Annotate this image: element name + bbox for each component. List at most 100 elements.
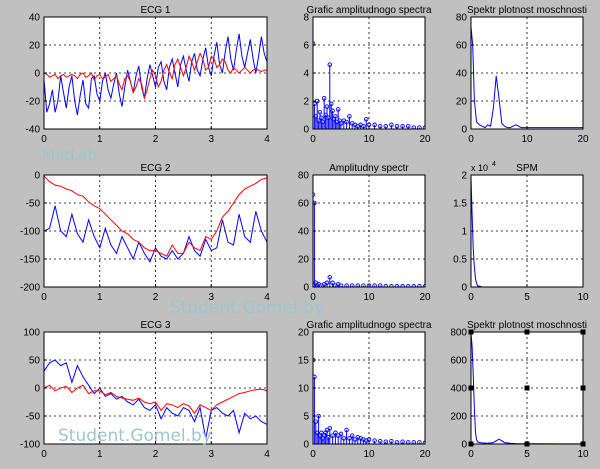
y-tick-label: 0 [303,283,309,294]
stem-marker [321,95,327,101]
stem-marker [317,109,323,115]
stem-marker [389,284,394,287]
x-tick-label: 20 [419,134,431,145]
y-tick-label: 0 [461,283,467,294]
stem-marker [313,101,317,107]
y-tick-label: -100 [20,227,40,238]
stem-marker [319,115,324,121]
chart-title: ECG 1 [140,5,170,16]
stem-marker [344,119,349,125]
y-tick-label: 10 [298,384,310,395]
stem-marker [324,280,330,286]
series-line-1 [44,33,267,116]
stem-marker [347,436,352,441]
y-tick-label: -150 [20,255,40,266]
chart-title: Spektr plotnost moschnosti [467,320,587,331]
stem-marker [347,114,352,119]
stem-marker [338,283,344,287]
x-tick-label: 0 [41,292,47,303]
y-tick-label: 1 [461,227,467,238]
y-tick-label: 0 [461,440,467,451]
stem-marker [405,284,411,287]
y-tick-label: 200 [450,412,467,423]
stem-marker [422,440,425,444]
stem-marker [313,374,317,380]
stem-marker [411,284,417,287]
y-tick-label: 0 [34,384,40,395]
chart-title: Amplitudny spectr [329,163,409,174]
stem-marker [316,413,321,419]
y-tick-label: 100 [23,328,40,339]
stem-marker [405,440,411,444]
stem-marker [330,108,335,114]
x-tick-label: 20 [419,449,431,460]
x-tick-label: 3 [208,292,214,303]
y-tick-label: 8 [303,13,309,24]
stem-marker [344,283,349,287]
stem-marker [372,438,377,443]
stem-marker [400,284,405,287]
chart-5: 0 10 20 0 20 40 60 80 Amplitudny spectr [298,163,431,303]
chart-title: Grafic amplitudnogo spectra [306,320,432,331]
y-tick-label: 5 [303,412,309,423]
stem-marker [338,121,344,126]
chart-title: SPM [516,163,538,174]
stem-marker [405,123,411,129]
y-tick-label: 40 [29,13,41,24]
stem-marker [361,283,366,287]
x-tick-label: 0 [310,292,316,303]
x-tick-label: 0 [310,134,316,145]
chart-7: 0 1 2 3 4 -100 -50 0 50 100 ECG 3 [20,320,270,460]
y-tick-label: 1.5 [453,199,467,210]
x-tick-label: 1 [97,292,103,303]
x-tick-label: 10 [577,449,589,460]
stem-marker [328,101,334,107]
y-tick-label: 0 [34,171,40,182]
series-line-1 [44,205,267,263]
x-tick-label: 0 [468,292,474,303]
y-exponent-power: 4 [492,161,496,168]
y-tick-label: -50 [26,412,41,423]
x-tick-label: 0 [41,134,47,145]
stem-marker [422,284,425,287]
stem-marker [341,436,347,441]
x-tick-label: 0 [41,449,47,460]
series-line-1 [471,177,583,287]
stem-marker [372,283,377,287]
y-tick-label: 20 [298,328,310,339]
stem-marker [377,123,383,129]
stem-marker [377,283,383,287]
x-tick-label: 4 [264,134,270,145]
y-tick-label: 80 [298,171,310,182]
x-tick-label: 3 [208,134,214,145]
stem-marker [377,438,383,444]
x-tick-label: 5 [524,449,530,460]
x-tick-label: 4 [264,449,270,460]
stem-marker [324,104,330,109]
chart-title: ECG 3 [140,320,170,331]
series-line-2 [44,52,267,101]
stem-marker [327,426,333,431]
chart-4: 0 1 2 3 4 -200 -150 -100 -50 0 ECG 2 [20,163,270,303]
y-tick-label: 80 [456,13,468,24]
stem-marker [319,430,324,436]
stem-marker [417,284,422,287]
x-tick-label: 4 [264,292,270,303]
y-tick-label: -50 [26,199,41,210]
x-tick-label: 1 [97,134,103,145]
stem-marker [352,437,358,442]
y-tick-label: -40 [26,125,41,136]
x-tick-label: 10 [521,134,533,145]
x-tick-label: 3 [208,449,214,460]
y-tick-label: 2 [303,97,309,108]
y-tick-label: 60 [298,199,310,210]
chart-title: Spektr plotnost moschnosti [467,5,587,16]
stem-marker [361,123,366,129]
stem-marker [338,431,344,437]
x-tick-label: 10 [363,292,375,303]
y-tick-label: 40 [456,69,468,80]
stem-marker [330,433,335,438]
